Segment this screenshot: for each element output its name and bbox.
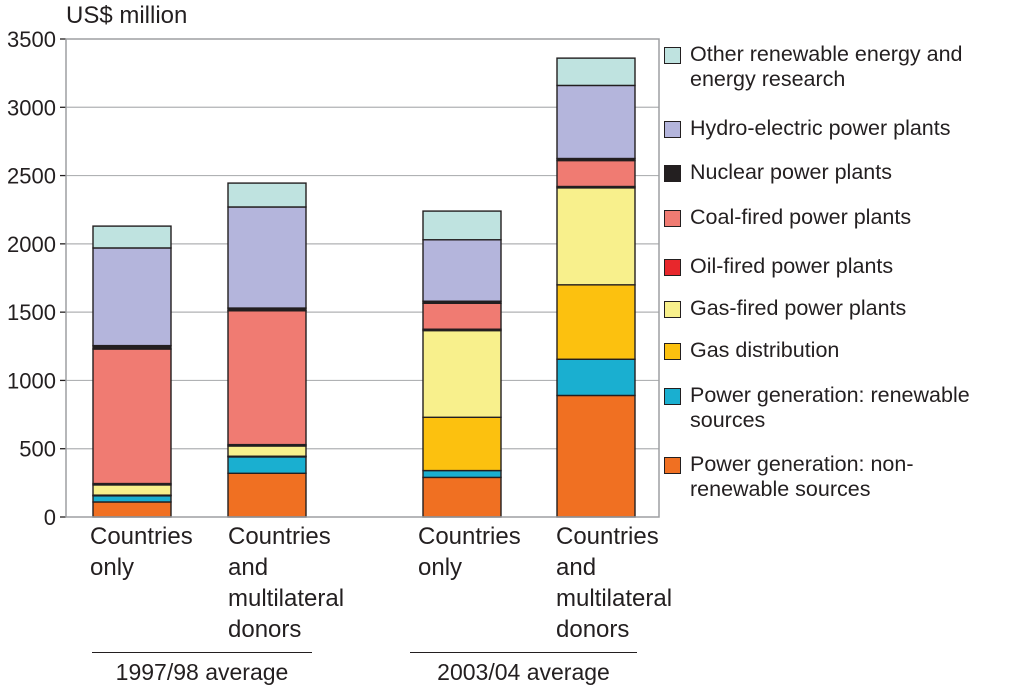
legend-swatch xyxy=(664,259,681,276)
x-category-label: Countries and multilateral donors xyxy=(556,523,673,643)
legend-label: Gas-fired power plants xyxy=(690,296,907,320)
y-tick-label: 3000 xyxy=(7,95,56,120)
bar-segment xyxy=(422,210,502,241)
y-tick-label: 2000 xyxy=(7,232,56,257)
group-label: 2003/04 average xyxy=(437,659,610,685)
plot-frame xyxy=(65,38,660,518)
legend-label: Power generation: non- renewable sources xyxy=(690,452,914,501)
y-tick-label: 3500 xyxy=(7,27,56,52)
bar-segment xyxy=(422,302,502,330)
legend-item: Power generation: renewable sources xyxy=(664,383,970,433)
bar-segment xyxy=(556,394,636,518)
bar-segment xyxy=(92,501,172,518)
y-axis-unit-label: US$ million xyxy=(66,2,188,29)
bar-segment xyxy=(227,456,307,474)
legend-label: Other renewable energy and energy resear… xyxy=(690,42,963,91)
y-axis-ticks: 0 500 1000 1500 2000 2500 3000 3500 xyxy=(7,27,66,530)
bar-segment xyxy=(556,57,636,87)
bar-segment xyxy=(422,469,502,479)
legend-item: Power generation: non- renewable sources xyxy=(664,452,914,502)
legend-label: Power generation: renewable sources xyxy=(690,383,970,432)
y-tick-label: 2500 xyxy=(7,164,56,189)
legend-item: Coal-fired power plants xyxy=(664,205,911,230)
bar-segment xyxy=(556,284,636,360)
group-divider-line xyxy=(410,652,637,653)
bar-segment xyxy=(556,159,636,188)
bar-segment xyxy=(556,358,636,397)
bar-segment xyxy=(92,484,172,496)
group-divider-line xyxy=(92,652,312,653)
legend-swatch xyxy=(664,343,681,360)
bar-segment xyxy=(92,225,172,249)
bar-segment xyxy=(92,495,172,503)
legend-label: Hydro-electric power plants xyxy=(690,116,951,140)
legend-swatch xyxy=(664,301,681,318)
bar-segment xyxy=(92,348,172,485)
legend-item: Hydro-electric power plants xyxy=(664,116,951,141)
bar-segment xyxy=(422,476,502,518)
legend-swatch xyxy=(664,388,681,405)
legend-item: Gas distribution xyxy=(664,338,839,363)
legend-swatch xyxy=(664,121,681,138)
x-category-label: Countries and multilateral donors xyxy=(228,523,345,643)
legend-label: Nuclear power plants xyxy=(690,160,892,184)
bar-segment xyxy=(556,84,636,160)
y-tick-label: 0 xyxy=(44,505,56,530)
bar-segment xyxy=(422,239,502,302)
bar-stack xyxy=(556,57,636,518)
bar-segment xyxy=(227,310,307,446)
bar-stack xyxy=(227,182,307,518)
bar-segment xyxy=(227,206,307,309)
bar-stacks xyxy=(92,57,636,518)
bar-segment xyxy=(422,416,502,472)
legend-label: Coal-fired power plants xyxy=(690,205,912,229)
bar-segment xyxy=(227,472,307,518)
legend-label: Oil-fired power plants xyxy=(690,254,894,278)
bar-segment xyxy=(92,247,172,347)
x-category-label: Countries only xyxy=(418,523,521,581)
bar-segment xyxy=(422,329,502,419)
legend-item: Other renewable energy and energy resear… xyxy=(664,42,963,92)
legend-item: Gas-fired power plants xyxy=(664,296,906,321)
legend-item: Oil-fired power plants xyxy=(664,254,893,279)
legend-swatch xyxy=(664,47,681,64)
bar-segment xyxy=(227,445,307,457)
y-tick-label: 1500 xyxy=(7,300,56,325)
legend-swatch xyxy=(664,165,681,182)
legend-swatch xyxy=(664,457,681,474)
group-label: 1997/98 average xyxy=(115,659,289,685)
y-tick-label: 1000 xyxy=(7,368,56,393)
bar-segment xyxy=(227,182,307,208)
bar-segment xyxy=(556,187,636,286)
legend-swatch xyxy=(664,210,681,227)
bar-stack xyxy=(422,210,502,518)
legend-item: Nuclear power plants xyxy=(664,160,892,185)
y-tick-label: 500 xyxy=(19,437,56,462)
bar-stack xyxy=(92,225,172,518)
legend-label: Gas distribution xyxy=(690,338,840,362)
x-category-label: Countries only xyxy=(90,523,193,581)
